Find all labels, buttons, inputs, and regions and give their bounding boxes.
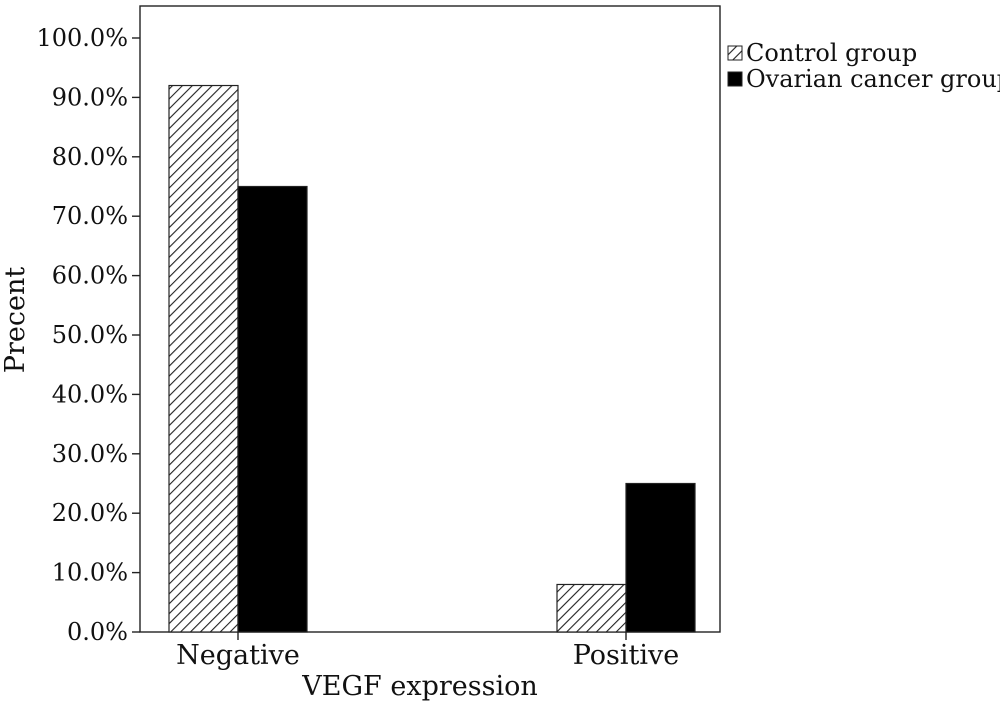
- y-tick-label: 100.0%: [36, 24, 128, 52]
- y-axis-ticks: 0.0% 10.0% 20.0% 30.0% 40.0% 50.0% 60.0% 70.0% 8…: [36, 24, 140, 646]
- y-tick-label: 80.0%: [52, 143, 128, 171]
- bar-ovarian-cancer-group-positive: [625, 482, 696, 633]
- x-tick-label: Negative: [176, 640, 300, 671]
- legend-label: Control group: [746, 39, 917, 67]
- x-tick-label: Positive: [573, 640, 680, 671]
- y-axis-title: Precent: [0, 267, 31, 374]
- y-tick-label: 0.0%: [67, 618, 128, 646]
- bar-control-group-negative: [168, 84, 239, 633]
- y-tick-label: 20.0%: [52, 499, 128, 527]
- bar-control-group-positive: [556, 583, 627, 633]
- legend-swatch: [727, 45, 743, 61]
- y-tick-label: 40.0%: [52, 380, 128, 408]
- x-axis-ticks: Negative Positive: [176, 632, 679, 671]
- legend-swatch: [727, 71, 743, 87]
- bars-group: [168, 84, 696, 633]
- y-tick-label: 90.0%: [52, 83, 128, 111]
- y-tick-label: 50.0%: [52, 321, 128, 349]
- bar-ovarian-cancer-group-negative: [237, 185, 308, 633]
- y-tick-label: 30.0%: [52, 440, 128, 468]
- y-tick-label: 60.0%: [52, 262, 128, 290]
- y-tick-label: 70.0%: [52, 202, 128, 230]
- legend-label: Ovarian cancer group: [746, 65, 1000, 93]
- x-axis-title: VEGF expression: [301, 671, 537, 702]
- plot-frame: [139, 5, 721, 633]
- y-tick-label: 10.0%: [52, 559, 128, 587]
